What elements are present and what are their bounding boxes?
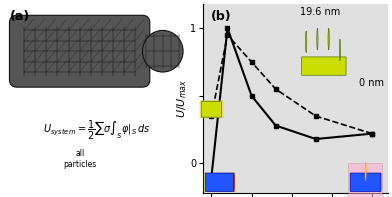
Circle shape <box>339 39 341 61</box>
FancyBboxPatch shape <box>350 173 381 191</box>
FancyBboxPatch shape <box>201 101 221 117</box>
FancyBboxPatch shape <box>301 57 346 75</box>
Text: (b): (b) <box>211 10 231 23</box>
Circle shape <box>305 31 307 53</box>
Circle shape <box>328 28 329 50</box>
Text: (a): (a) <box>9 10 30 23</box>
Text: all
particles: all particles <box>63 149 96 169</box>
Y-axis label: $U/U_{max}$: $U/U_{max}$ <box>175 79 189 118</box>
FancyBboxPatch shape <box>348 164 383 197</box>
Text: 19.6 nm: 19.6 nm <box>300 7 340 17</box>
Circle shape <box>317 28 318 50</box>
Circle shape <box>142 30 183 72</box>
Circle shape <box>233 173 234 192</box>
FancyBboxPatch shape <box>205 173 234 191</box>
FancyBboxPatch shape <box>204 173 235 191</box>
FancyBboxPatch shape <box>200 101 223 118</box>
Text: $U_{system} = \dfrac{1}{2} \sum \sigma \int_{S} \varphi|_{S}\, ds$: $U_{system} = \dfrac{1}{2} \sum \sigma \… <box>43 119 150 142</box>
FancyBboxPatch shape <box>9 15 150 87</box>
Circle shape <box>365 162 366 181</box>
Text: 0 nm: 0 nm <box>359 78 384 88</box>
